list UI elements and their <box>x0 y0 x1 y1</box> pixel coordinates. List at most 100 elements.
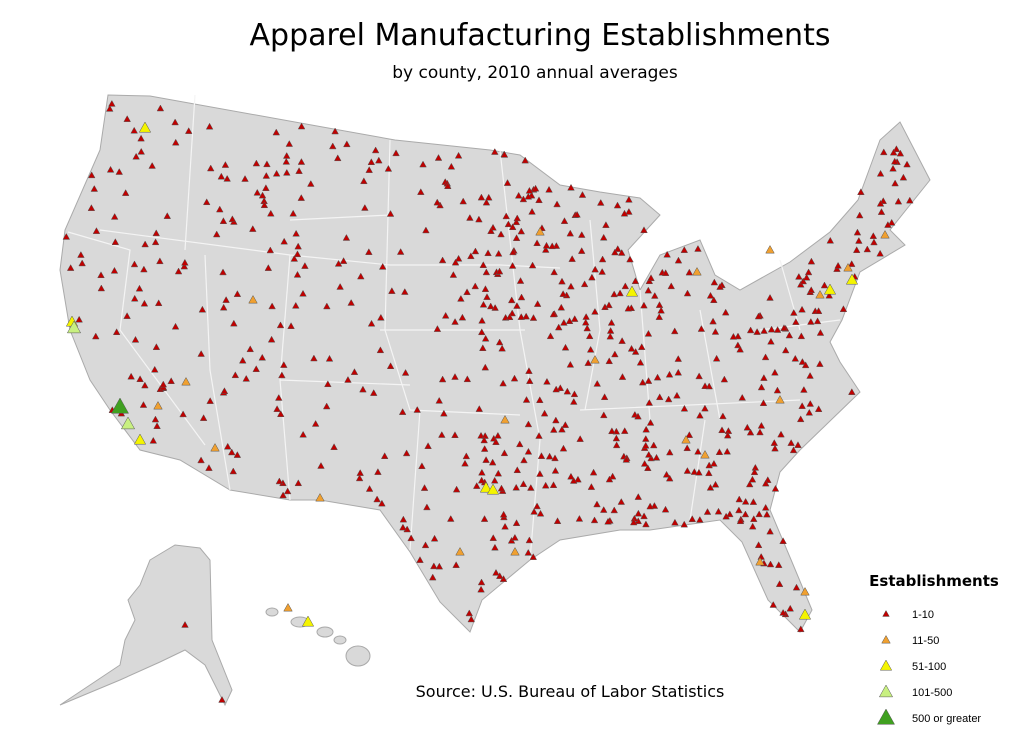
county-marker <box>826 236 835 244</box>
county-marker <box>202 198 211 206</box>
county-marker <box>512 218 521 226</box>
county-marker <box>681 434 691 444</box>
county-marker <box>106 165 115 173</box>
county-marker <box>533 502 541 510</box>
county-marker <box>625 285 639 297</box>
county-marker <box>553 200 561 208</box>
county-marker <box>307 180 315 187</box>
county-marker <box>671 518 679 526</box>
county-marker <box>430 534 439 542</box>
county-marker <box>115 168 124 175</box>
county-marker <box>674 256 683 264</box>
county-marker <box>484 249 492 257</box>
county-marker <box>790 308 798 316</box>
county-marker <box>616 289 624 297</box>
county-marker <box>645 450 653 458</box>
county-marker <box>451 318 459 325</box>
county-marker <box>323 302 331 310</box>
county-marker <box>876 199 885 207</box>
county-markers <box>62 99 914 703</box>
county-marker <box>806 372 814 379</box>
county-marker <box>273 405 281 412</box>
county-marker <box>500 414 510 424</box>
county-marker <box>563 387 572 395</box>
county-marker <box>451 431 459 438</box>
county-marker <box>471 282 479 290</box>
county-marker <box>401 288 409 295</box>
county-marker <box>655 301 664 308</box>
county-marker <box>508 223 517 231</box>
county-marker <box>466 214 474 221</box>
county-marker <box>517 293 526 301</box>
county-marker <box>560 318 568 326</box>
county-marker <box>514 191 523 199</box>
county-marker <box>706 483 715 491</box>
county-marker <box>285 140 294 147</box>
legend-symbol <box>882 609 890 617</box>
county-marker <box>734 332 742 340</box>
county-marker <box>807 318 815 325</box>
county-marker <box>131 335 140 343</box>
county-marker <box>559 290 567 297</box>
county-marker <box>386 210 395 217</box>
legend: 1-10 11-50 51-100 101-500 500 or greater <box>877 609 981 725</box>
county-marker <box>634 509 643 517</box>
county-marker <box>482 198 491 206</box>
county-marker <box>650 502 659 509</box>
county-marker <box>133 433 147 445</box>
county-marker <box>490 476 499 484</box>
county-marker <box>498 344 506 352</box>
county-marker <box>683 444 691 452</box>
county-marker <box>294 242 302 250</box>
county-marker <box>797 280 805 288</box>
county-marker <box>222 296 230 303</box>
county-marker <box>413 406 422 413</box>
county-marker <box>655 313 664 320</box>
county-marker <box>206 397 214 404</box>
county-marker <box>516 440 524 448</box>
county-marker <box>508 261 517 269</box>
county-marker <box>593 379 601 387</box>
county-marker <box>350 368 359 375</box>
county-marker <box>199 414 208 421</box>
county-marker <box>797 625 805 633</box>
county-marker <box>813 317 822 325</box>
county-marker <box>580 280 589 288</box>
county-marker <box>622 455 631 463</box>
county-marker <box>600 393 609 400</box>
county-marker <box>766 527 774 535</box>
county-marker <box>477 328 486 336</box>
county-marker <box>652 453 661 461</box>
county-marker <box>800 586 810 596</box>
county-marker <box>223 174 231 182</box>
county-marker <box>877 208 886 215</box>
county-marker <box>525 377 534 384</box>
state-borders <box>67 94 841 561</box>
county-marker <box>736 345 744 353</box>
county-marker <box>560 217 569 224</box>
county-marker <box>454 151 463 159</box>
county-marker <box>384 164 393 172</box>
county-marker <box>688 515 697 522</box>
county-marker <box>789 446 798 454</box>
county-marker <box>755 556 765 566</box>
county-marker <box>137 134 145 142</box>
county-marker <box>111 238 120 245</box>
county-marker <box>275 477 284 485</box>
county-marker <box>620 427 629 434</box>
legend-label: 51-100 <box>912 661 946 673</box>
county-marker <box>552 385 560 393</box>
county-marker <box>62 232 71 240</box>
county-marker <box>380 452 389 459</box>
county-marker <box>618 373 627 380</box>
county-marker <box>549 481 558 488</box>
county-marker <box>549 310 558 318</box>
county-marker <box>343 140 351 148</box>
county-marker <box>451 258 460 266</box>
county-marker <box>695 372 703 380</box>
county-marker <box>479 300 488 308</box>
county-marker <box>674 355 683 362</box>
county-marker <box>715 448 724 456</box>
county-marker <box>655 393 664 401</box>
county-marker <box>761 503 770 511</box>
